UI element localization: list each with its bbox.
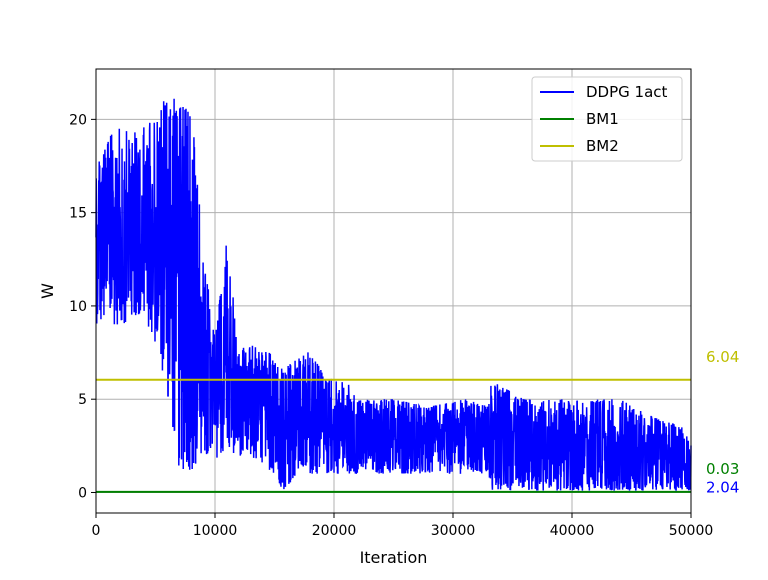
end-labels: 2.040.03 6.04 [706,348,739,497]
x-tick-label: 50000 [669,523,714,539]
x-tick-label: 40000 [550,523,595,539]
legend-box [531,76,683,162]
legend-label: BM2 [586,137,619,155]
x-tick-label: 20000 [312,523,357,539]
x-tick-label: 30000 [431,523,476,539]
legend-label: BM1 [586,110,619,128]
y-tick-label: 5 [78,392,87,408]
legend: DDPG 1act BM1 BM2 [531,76,683,162]
x-tick-label: 0 [92,523,101,539]
y-axis-label: W [38,283,57,299]
plot-frame [95,68,692,514]
axis-ticks: 0 10000 20000 30000 40000 50000 0 5 10 15 20 [69,112,713,539]
y-tick-label: 20 [69,112,87,128]
end-label-bm1: 0.03 [706,460,739,478]
y-tick-label: 15 [69,206,87,222]
y-tick-label: 10 [69,299,87,315]
legend-label: DDPG 1act [586,83,668,101]
x-tick-label: 10000 [193,523,238,539]
y-tick-label: 0 [78,485,87,501]
end-label-bm2: 6.04 [706,348,739,366]
x-axis-label: Iteration [360,548,428,567]
series-line-ddpg [95,98,692,491]
end-label-ddpg-1act: 2.04 [706,478,739,496]
series-layer [95,98,692,493]
